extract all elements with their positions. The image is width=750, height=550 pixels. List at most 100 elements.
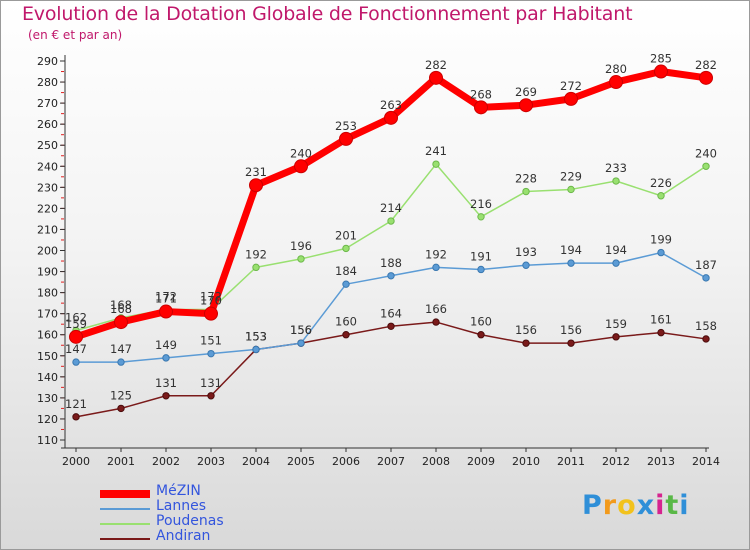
data-label-poudenas: 229 xyxy=(560,169,582,183)
x-tick-label: 2007 xyxy=(377,455,405,468)
y-tick-label: 190 xyxy=(37,266,58,279)
data-point-andiran xyxy=(207,392,215,400)
logo-letter: P xyxy=(582,490,603,521)
data-point-m-zin xyxy=(474,100,488,115)
data-point-m-zin xyxy=(114,315,128,330)
data-label-andiran: 166 xyxy=(425,302,447,316)
data-label-poudenas: 228 xyxy=(515,172,537,186)
data-point-poudenas xyxy=(477,213,485,221)
x-tick-label: 2010 xyxy=(512,455,540,468)
data-label-lannes: 188 xyxy=(380,256,402,270)
y-tick-label: 270 xyxy=(37,97,58,110)
data-label-lannes: 149 xyxy=(155,338,177,352)
data-point-poudenas xyxy=(387,217,395,225)
data-label-andiran: 156 xyxy=(515,323,537,337)
data-point-lannes xyxy=(657,248,665,257)
x-tick-label: 2012 xyxy=(602,455,630,468)
data-label-lannes: 184 xyxy=(335,264,357,278)
data-point-andiran xyxy=(702,335,710,343)
data-point-m-zin xyxy=(519,98,533,113)
data-point-lannes xyxy=(567,259,575,267)
series-andiran xyxy=(72,318,710,421)
data-point-m-zin xyxy=(384,110,398,125)
data-point-poudenas xyxy=(432,160,440,168)
x-tick-label: 2008 xyxy=(422,455,450,468)
data-point-m-zin xyxy=(294,159,308,174)
legend-label: MéZIN xyxy=(156,483,201,499)
y-tick-label: 150 xyxy=(37,350,58,363)
logo-letter: i xyxy=(655,490,666,521)
data-point-poudenas xyxy=(567,185,575,194)
legend-swatch xyxy=(100,523,150,525)
x-tick-label: 2006 xyxy=(332,455,360,468)
data-point-poudenas xyxy=(297,255,305,263)
legend-label: Andiran xyxy=(156,528,211,544)
data-point-andiran xyxy=(162,392,170,400)
data-label-lannes: 147 xyxy=(65,342,87,356)
data-label-andiran: 160 xyxy=(335,315,357,329)
data-label-andiran: 158 xyxy=(695,319,717,333)
data-point-lannes xyxy=(702,274,710,282)
logo-letter: o xyxy=(617,490,637,521)
y-tick-label: 110 xyxy=(37,434,58,447)
y-tick-label: 210 xyxy=(37,223,58,236)
data-label-lannes: 151 xyxy=(200,334,222,348)
data-label-lannes: 194 xyxy=(560,243,582,257)
data-label-andiran: 164 xyxy=(380,306,402,320)
data-point-m-zin xyxy=(339,131,353,146)
data-point-m-zin xyxy=(654,64,668,79)
data-label-m-zin: 280 xyxy=(605,62,627,76)
data-point-poudenas xyxy=(342,244,350,253)
data-point-lannes xyxy=(252,345,260,354)
y-tick-label: 230 xyxy=(37,181,58,194)
data-label-m-zin: 282 xyxy=(695,58,717,72)
data-point-poudenas xyxy=(522,187,530,196)
data-point-lannes xyxy=(207,349,215,358)
x-tick-label: 2005 xyxy=(287,455,315,468)
x-tick-label: 2004 xyxy=(242,455,270,468)
data-point-lannes xyxy=(477,265,485,274)
data-point-lannes xyxy=(117,358,125,366)
logo-letter: t xyxy=(665,490,680,521)
chart-subtitle: (en € et par an) xyxy=(28,28,123,42)
data-label-lannes: 192 xyxy=(425,247,447,261)
data-label-poudenas: 214 xyxy=(380,201,402,215)
y-tick-label: 180 xyxy=(37,287,58,300)
data-point-poudenas xyxy=(702,162,710,170)
y-tick-label: 160 xyxy=(37,329,58,342)
x-tick-label: 2011 xyxy=(557,455,585,468)
data-label-poudenas: 241 xyxy=(425,144,447,158)
data-point-poudenas xyxy=(657,192,665,200)
data-label-poudenas: 172 xyxy=(155,289,177,303)
data-label-lannes: 156 xyxy=(290,323,312,337)
data-label-lannes: 191 xyxy=(470,249,492,263)
data-label-lannes: 153 xyxy=(245,329,267,343)
y-tick-label: 140 xyxy=(37,371,58,384)
data-label-andiran: 131 xyxy=(200,376,222,390)
legend-label: Poudenas xyxy=(156,513,224,529)
data-label-m-zin: 168 xyxy=(110,302,132,316)
x-tick-label: 2013 xyxy=(647,455,675,468)
data-label-m-zin: 159 xyxy=(65,317,87,331)
data-point-poudenas xyxy=(612,177,620,185)
data-label-andiran: 156 xyxy=(560,323,582,337)
data-label-poudenas: 233 xyxy=(605,161,627,175)
logo-letter: i xyxy=(679,490,690,521)
data-point-lannes xyxy=(387,272,395,280)
data-label-lannes: 187 xyxy=(695,258,717,272)
data-point-lannes xyxy=(72,358,80,366)
data-label-poudenas: 168 xyxy=(110,298,132,312)
data-label-poudenas: 216 xyxy=(470,197,492,211)
data-label-poudenas: 162 xyxy=(65,311,87,325)
chart-series xyxy=(69,64,713,421)
data-label-m-zin: 231 xyxy=(245,165,267,179)
data-label-m-zin: 282 xyxy=(425,58,447,72)
data-point-andiran xyxy=(342,331,350,339)
chart-data-labels: 159 168 171 170 231 240 253 263 282 268 269 272 280 2… xyxy=(65,52,717,411)
logo-letter: r xyxy=(602,490,618,521)
x-tick-label: 2009 xyxy=(467,455,495,468)
data-point-m-zin xyxy=(429,70,443,85)
data-label-m-zin: 171 xyxy=(155,292,177,306)
data-label-lannes: 193 xyxy=(515,245,537,259)
